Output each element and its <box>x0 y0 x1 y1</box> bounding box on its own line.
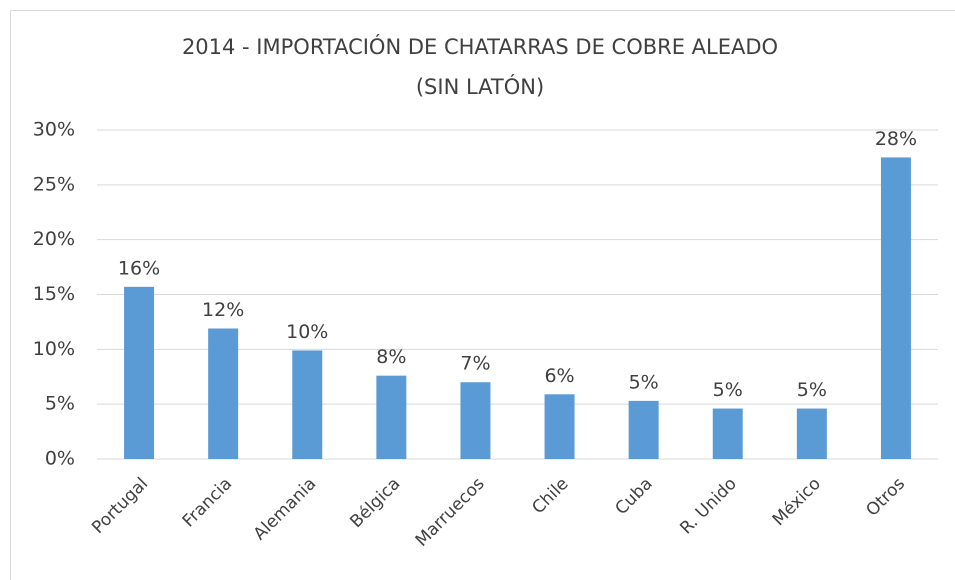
data-label: 8% <box>376 346 406 368</box>
y-tick-label: 25% <box>33 173 75 195</box>
x-tick-label: Alemania <box>250 474 321 545</box>
bar <box>460 382 491 459</box>
y-tick-label: 30% <box>33 119 75 141</box>
bar <box>796 408 827 459</box>
data-label: 5% <box>797 379 827 401</box>
bar <box>124 286 155 459</box>
x-tick-label: Cuba <box>612 474 657 519</box>
data-label: 10% <box>286 321 328 343</box>
chart-title: (SIN LATÓN) <box>416 74 544 99</box>
y-tick-label: 10% <box>33 338 75 360</box>
bar <box>208 328 239 459</box>
y-tick-label: 5% <box>45 393 75 415</box>
y-tick-label: 20% <box>33 228 75 250</box>
x-tick-label: Otros <box>862 474 909 521</box>
data-label: 28% <box>875 128 917 150</box>
data-label: 6% <box>544 365 574 387</box>
y-tick-label: 0% <box>45 448 75 470</box>
bar <box>544 394 575 459</box>
x-tick-label: Chile <box>528 474 572 518</box>
y-tick-label: 15% <box>33 283 75 305</box>
bar <box>880 157 911 459</box>
x-tick-label: México <box>769 474 825 530</box>
bar <box>712 408 743 459</box>
bar <box>292 350 323 459</box>
chart-title: 2014 - IMPORTACIÓN DE CHATARRAS DE COBRE… <box>182 34 778 59</box>
x-tick-label: Marruecos <box>412 474 489 551</box>
bar <box>376 375 407 459</box>
x-tick-label: Portugal <box>88 474 152 538</box>
data-label: 7% <box>460 353 490 375</box>
bar <box>628 400 659 459</box>
x-tick-label: Bélgica <box>346 474 404 532</box>
data-label: 16% <box>118 257 160 279</box>
x-tick-label: R. Unido <box>676 474 740 538</box>
data-label: 12% <box>202 299 244 321</box>
data-label: 5% <box>629 371 659 393</box>
chart-border <box>10 10 955 580</box>
x-tick-label: Francia <box>179 474 236 531</box>
data-label: 5% <box>713 379 743 401</box>
